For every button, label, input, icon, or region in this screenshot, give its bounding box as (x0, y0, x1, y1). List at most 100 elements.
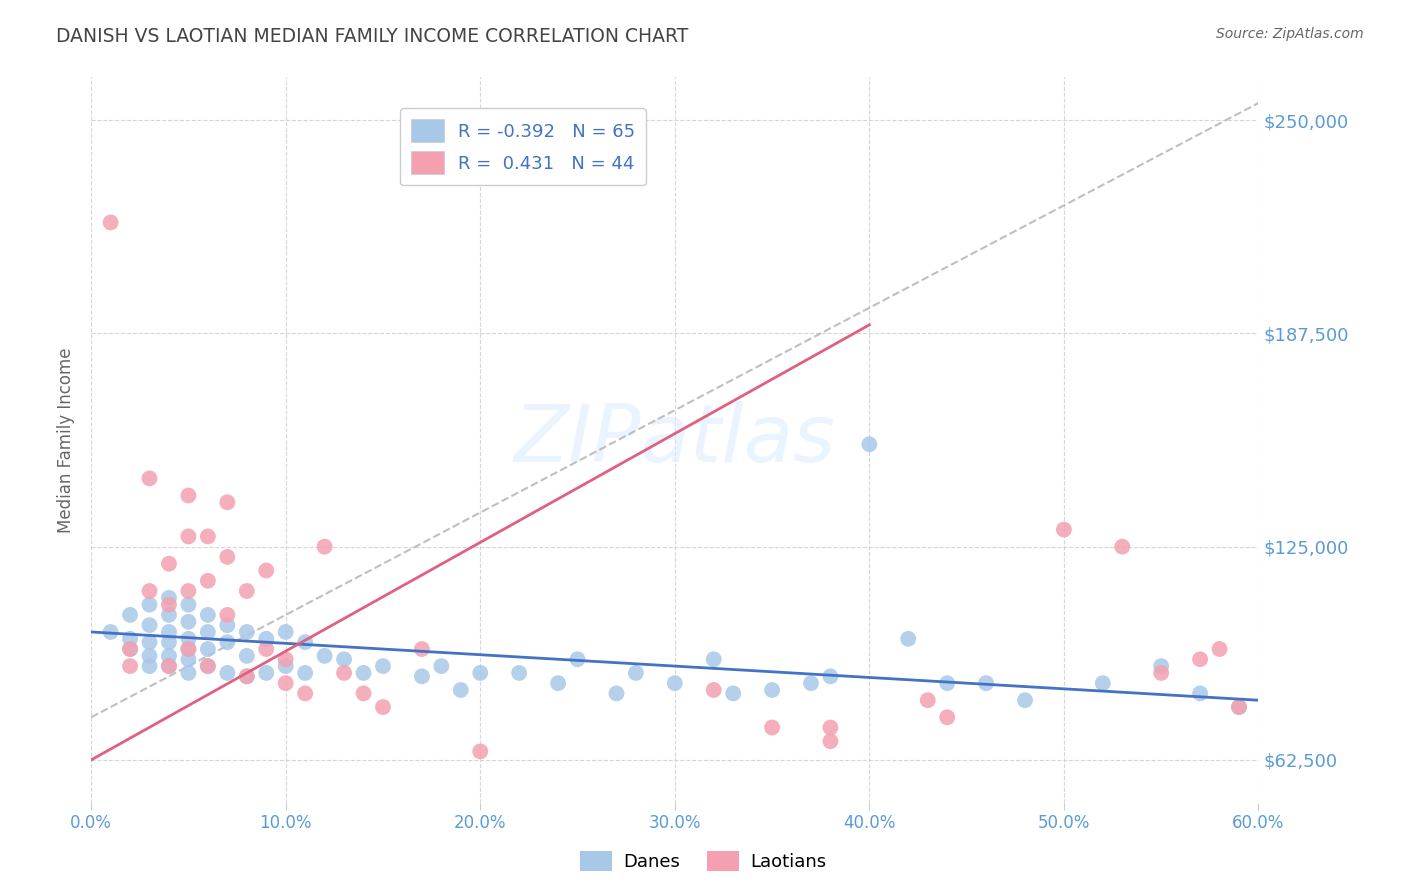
Point (1189, 686, 1212, 700)
Text: Source: ZipAtlas.com: Source: ZipAtlas.com (1216, 27, 1364, 41)
Point (177, 529, 200, 543)
Point (100, 624, 122, 639)
Legend: R = -0.392   N = 65, R =  0.431   N = 44: R = -0.392 N = 65, R = 0.431 N = 44 (401, 108, 645, 186)
Point (157, 659, 180, 673)
Point (1091, 676, 1114, 690)
Point (138, 471, 160, 485)
Point (177, 598, 200, 612)
Point (1227, 700, 1250, 714)
Point (820, 721, 842, 735)
Point (138, 598, 160, 612)
Point (470, 744, 492, 758)
Point (157, 598, 180, 612)
Point (177, 665, 200, 680)
Point (721, 686, 744, 700)
Point (138, 635, 160, 649)
Point (177, 488, 200, 502)
Point (936, 676, 959, 690)
Point (157, 635, 180, 649)
Point (157, 607, 180, 622)
Point (254, 564, 277, 578)
Point (664, 676, 686, 690)
Point (703, 683, 725, 698)
Point (761, 683, 783, 698)
Legend: Danes, Laotians: Danes, Laotians (572, 844, 834, 879)
Point (197, 659, 219, 673)
Point (547, 676, 569, 690)
Point (236, 624, 259, 639)
Point (858, 437, 880, 451)
Point (177, 632, 200, 646)
Point (1189, 652, 1212, 666)
Point (567, 652, 589, 666)
Point (236, 648, 259, 663)
Point (430, 659, 453, 673)
Point (820, 669, 842, 683)
Point (236, 584, 259, 599)
Point (1150, 659, 1173, 673)
Point (197, 624, 219, 639)
Y-axis label: Median Family Income: Median Family Income (58, 347, 75, 533)
Point (353, 686, 375, 700)
Point (371, 700, 394, 714)
Point (1053, 523, 1076, 537)
Point (371, 659, 394, 673)
Point (120, 632, 142, 646)
Point (624, 665, 647, 680)
Point (411, 669, 433, 683)
Point (217, 665, 239, 680)
Point (177, 584, 200, 599)
Point (177, 615, 200, 629)
Point (177, 642, 200, 657)
Point (197, 607, 219, 622)
Point (217, 495, 239, 509)
Point (450, 683, 472, 698)
Point (217, 618, 239, 632)
Point (120, 642, 142, 657)
Point (820, 734, 842, 748)
Point (1227, 700, 1250, 714)
Point (138, 618, 160, 632)
Point (157, 659, 180, 673)
Point (236, 669, 259, 683)
Point (274, 659, 297, 673)
Point (157, 557, 180, 571)
Point (254, 665, 277, 680)
Point (274, 652, 297, 666)
Point (936, 710, 959, 724)
Point (197, 529, 219, 543)
Point (1014, 693, 1036, 707)
Point (294, 686, 316, 700)
Point (333, 665, 356, 680)
Point (508, 665, 530, 680)
Point (974, 676, 997, 690)
Point (177, 642, 200, 657)
Point (294, 665, 316, 680)
Point (217, 635, 239, 649)
Point (605, 686, 627, 700)
Text: DANISH VS LAOTIAN MEDIAN FAMILY INCOME CORRELATION CHART: DANISH VS LAOTIAN MEDIAN FAMILY INCOME C… (56, 27, 689, 45)
Point (177, 652, 200, 666)
Point (1208, 642, 1230, 657)
Point (236, 669, 259, 683)
Point (197, 659, 219, 673)
Point (254, 642, 277, 657)
Point (120, 607, 142, 622)
Point (800, 676, 823, 690)
Text: ZIPatlas: ZIPatlas (513, 401, 837, 479)
Point (470, 130, 492, 145)
Point (353, 665, 375, 680)
Point (157, 624, 180, 639)
Point (761, 721, 783, 735)
Point (217, 549, 239, 564)
Point (274, 624, 297, 639)
Point (138, 659, 160, 673)
Point (917, 693, 939, 707)
Point (120, 642, 142, 657)
Point (138, 584, 160, 599)
Point (1150, 665, 1173, 680)
Point (703, 652, 725, 666)
Point (294, 635, 316, 649)
Point (197, 574, 219, 588)
Point (274, 676, 297, 690)
